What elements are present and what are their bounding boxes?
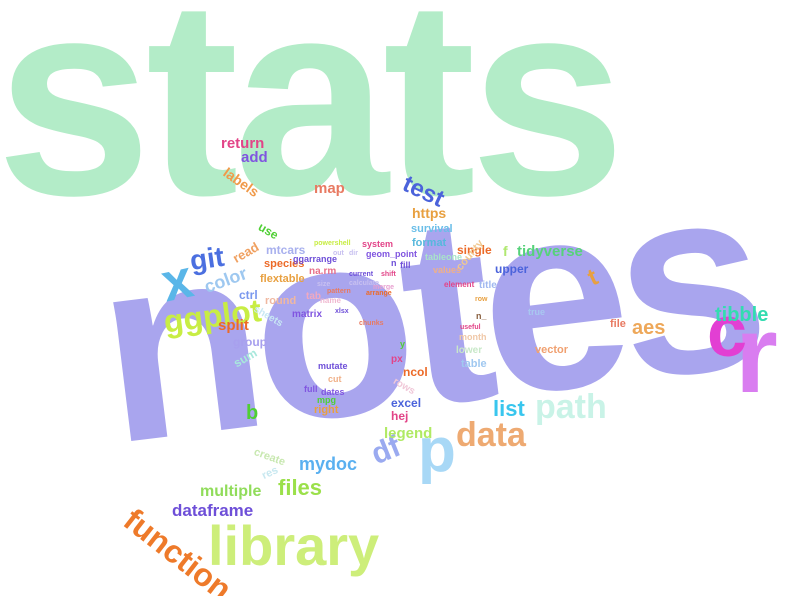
word-add: add bbox=[241, 149, 268, 166]
word-calculate: calculate bbox=[349, 280, 379, 287]
word-stats: stats bbox=[0, 0, 626, 254]
word-px: px bbox=[391, 354, 403, 365]
word-file: file bbox=[610, 318, 626, 330]
word-ncol: ncol bbox=[403, 365, 428, 379]
word-flextable: flextable bbox=[260, 273, 305, 285]
word-y: y bbox=[400, 339, 406, 349]
word-format: format bbox=[412, 237, 447, 249]
word-chunks: chunks bbox=[359, 320, 384, 327]
word-tab: tab bbox=[306, 291, 321, 302]
word-data: data bbox=[456, 416, 526, 454]
word-mydoc: mydoc bbox=[299, 454, 358, 474]
word-right: right bbox=[314, 404, 339, 416]
word-table: table bbox=[461, 358, 487, 370]
word-useful: useful bbox=[460, 324, 481, 331]
word-n: n bbox=[391, 258, 397, 268]
word-na-rm: na.rm bbox=[309, 266, 337, 277]
word-group: group bbox=[233, 335, 267, 349]
word-mpg: mpg bbox=[317, 395, 336, 405]
word-excel: excel bbox=[391, 396, 422, 410]
word-ggarrange: ggarrange bbox=[293, 254, 338, 264]
word-aes: aes bbox=[632, 317, 666, 339]
word-p: p bbox=[418, 416, 456, 485]
word-survival: survival bbox=[411, 223, 453, 235]
word-out: out bbox=[333, 250, 344, 257]
word-files: files bbox=[278, 475, 323, 500]
word-single: single bbox=[457, 243, 492, 257]
word-system: system bbox=[362, 239, 394, 249]
word-lower: lower bbox=[456, 345, 483, 356]
word-month: month bbox=[459, 332, 487, 342]
word-pattern: pattern bbox=[327, 288, 351, 295]
word-map: map bbox=[314, 180, 345, 197]
word-tableone: tableone bbox=[425, 252, 463, 262]
word-vector: vector bbox=[535, 344, 569, 356]
word-ctrl: ctrl bbox=[239, 288, 258, 302]
word-hej: hej bbox=[391, 409, 409, 423]
word-full: full bbox=[304, 384, 318, 394]
word-upper: upper bbox=[495, 262, 529, 276]
word-path: path bbox=[535, 388, 607, 426]
word-legend: legend bbox=[384, 425, 433, 442]
word-multiple: multiple bbox=[200, 483, 262, 500]
word-tidyverse: tidyverse bbox=[517, 243, 583, 260]
word-return: return bbox=[221, 135, 265, 152]
word-mutate: mutate bbox=[318, 361, 348, 371]
word-https: https bbox=[412, 205, 447, 221]
word-split: split bbox=[218, 317, 249, 334]
word-dataframe: dataframe bbox=[172, 501, 254, 520]
word-element: element bbox=[444, 280, 475, 289]
word-powershell: powershell bbox=[314, 240, 351, 247]
word-xlsx: xlsx bbox=[335, 308, 349, 315]
word-mtcars: mtcars bbox=[266, 243, 306, 257]
word-matrix: matrix bbox=[292, 309, 323, 320]
word-arrange: arrange bbox=[366, 290, 392, 297]
word-list: list bbox=[493, 396, 525, 421]
word-fill: fill bbox=[400, 260, 411, 270]
word-cut: cut bbox=[328, 374, 342, 384]
word-row: row bbox=[475, 296, 488, 303]
word-c: c bbox=[707, 292, 748, 372]
word-n-underscore: n_ bbox=[476, 311, 487, 321]
word-true: true bbox=[528, 307, 546, 317]
word-merge: merge bbox=[373, 284, 395, 291]
word-size: size bbox=[317, 281, 331, 288]
word-shift: shift bbox=[381, 271, 396, 278]
word-name: name bbox=[320, 296, 341, 305]
word-species: species bbox=[264, 258, 305, 270]
word-f: f bbox=[503, 243, 508, 259]
word-values: values bbox=[433, 265, 462, 275]
word-geom-point: geom_point bbox=[366, 249, 417, 259]
word-library: library bbox=[208, 514, 380, 577]
word-round: round bbox=[265, 295, 297, 307]
word-tibble: tibble bbox=[715, 304, 769, 326]
word-dir: dir bbox=[349, 250, 358, 257]
word-r: r bbox=[735, 293, 778, 416]
word-dates: dates bbox=[321, 387, 345, 397]
word-title: title bbox=[479, 280, 497, 291]
word-b: b bbox=[246, 402, 259, 424]
word-current: current bbox=[349, 271, 374, 278]
